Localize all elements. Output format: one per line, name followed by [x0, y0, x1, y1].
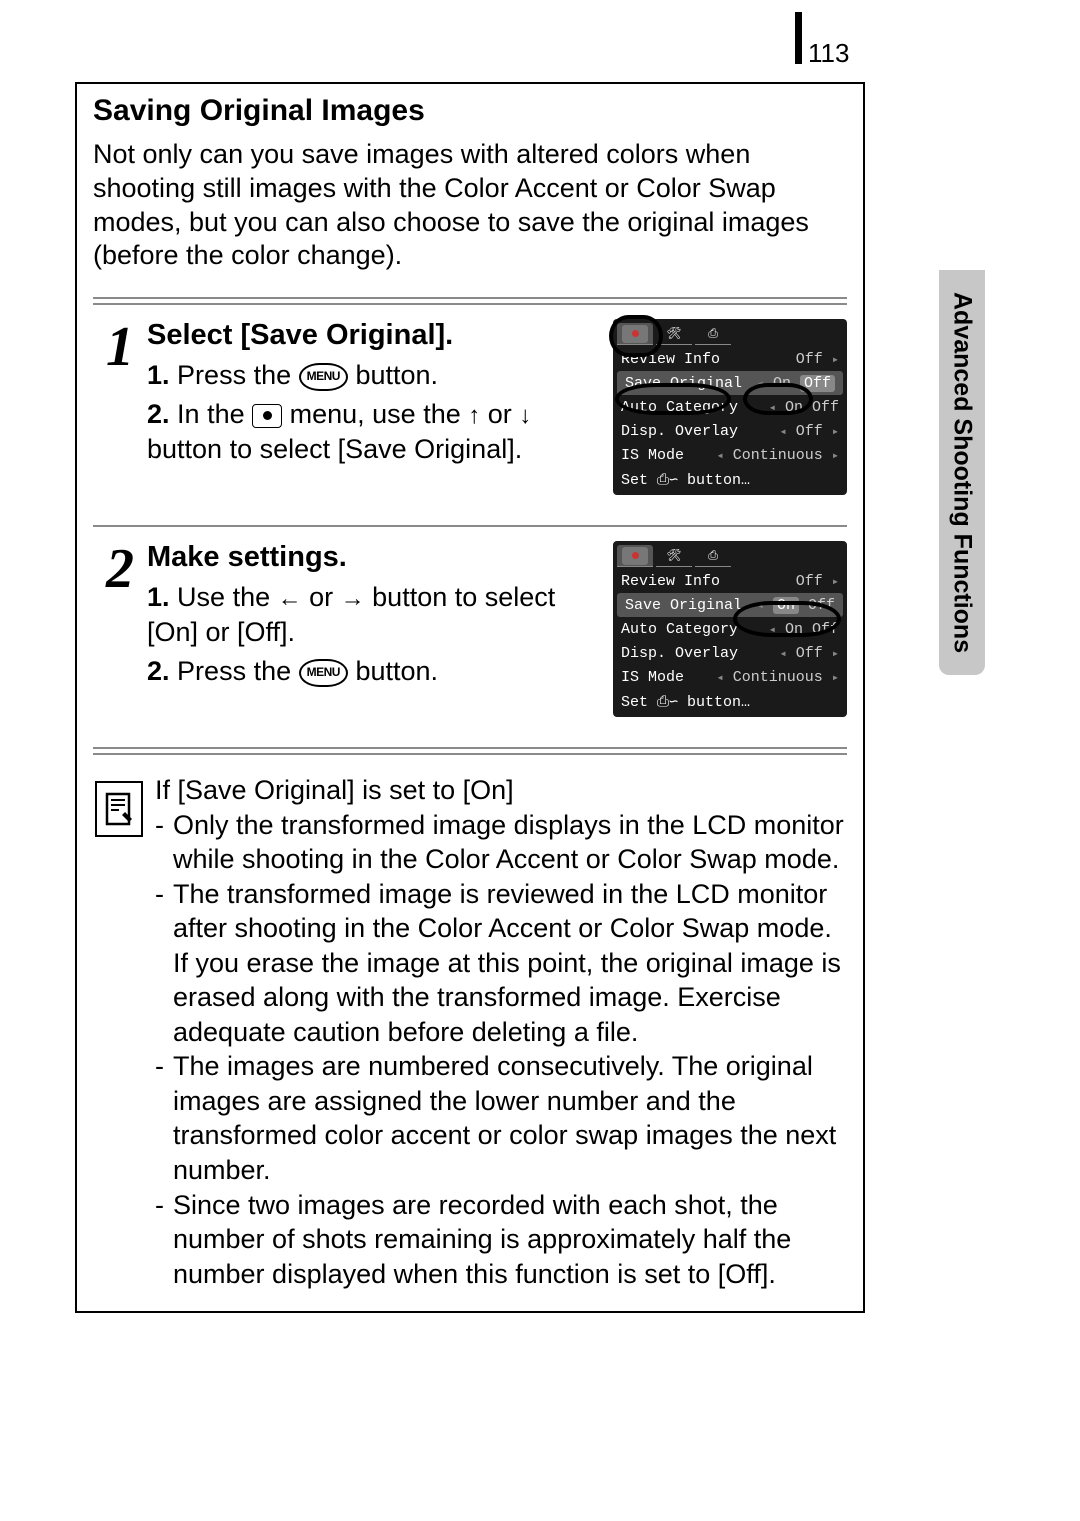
content-frame: Saving Original Images Not only can you … [75, 82, 865, 1313]
scr-row: Set ⎙∽ button… [613, 467, 847, 491]
step-1: 1 Select [Save Original]. 1. Press the M… [93, 311, 847, 519]
scr-tab-tools: 🛠 [656, 545, 692, 567]
scr-row: IS Mode◂ Continuous ▸ [613, 443, 847, 467]
section-title: Saving Original Images [93, 94, 847, 128]
note-bullet: The images are numbered consecutively. T… [173, 1049, 847, 1187]
scr-row-selected: Save Original◂ On Off [617, 371, 843, 395]
scr-row: IS Mode◂ Continuous ▸ [613, 665, 847, 689]
step-1-text: 1. Press the MENU button. 2. In the menu… [147, 358, 603, 467]
note-icon [95, 781, 143, 837]
step-2: 2 Make settings. 1. Use the ← or → butto… [93, 533, 847, 741]
intro-text: Not only can you save images with altere… [93, 138, 847, 273]
note-bullet: The transformed image is reviewed in the… [173, 877, 847, 1050]
menu-button-icon: MENU [299, 659, 348, 687]
up-arrow-icon: ↑ [468, 400, 480, 431]
scr-row: Auto Category◂ On Off [613, 617, 847, 641]
menu-button-icon: MENU [299, 363, 348, 391]
scr-row: Review InfoOff ▸ [613, 569, 847, 593]
step-2-title: Make settings. [147, 541, 603, 574]
camera-menu-icon [252, 404, 282, 428]
scr-row: Disp. Overlay◂ Off ▸ [613, 419, 847, 443]
camera-screenshot-2: 🛠 ⎙ Review InfoOff ▸ Save Original◂ On O… [613, 541, 847, 717]
step-number: 1 [93, 325, 147, 370]
scr-row: Review InfoOff ▸ [613, 347, 847, 371]
scr-tab-print: ⎙ [695, 545, 731, 567]
scr-row: Auto Category◂ On Off [613, 395, 847, 419]
note-text: If [Save Original] is set to [On] - Only… [155, 773, 847, 1291]
camera-screenshot-1: 🛠 ⎙ Review InfoOff ▸ Save Original◂ On O… [613, 319, 847, 495]
scr-tab-camera [617, 323, 653, 345]
right-arrow-icon: → [341, 583, 365, 614]
scr-tabs: 🛠 ⎙ [613, 541, 847, 569]
divider [93, 747, 847, 755]
scr-tab-camera [617, 545, 653, 567]
step-1-title: Select [Save Original]. [147, 319, 603, 352]
step-number: 2 [93, 547, 147, 592]
divider [93, 525, 847, 527]
note-bullet: Since two images are recorded with each … [173, 1188, 847, 1292]
note-head: If [Save Original] is set to [On] [155, 773, 847, 808]
scr-tabs: 🛠 ⎙ [613, 319, 847, 347]
note-bullet: Only the transformed image displays in t… [173, 808, 847, 877]
scr-row: Set ⎙∽ button… [613, 689, 847, 713]
note-block: If [Save Original] is set to [On] - Only… [93, 761, 847, 1295]
scr-row-selected: Save Original◂ On Off [617, 593, 843, 617]
scr-tab-tools: 🛠 [656, 323, 692, 345]
page-number-bar [795, 12, 802, 64]
scr-tab-print: ⎙ [695, 323, 731, 345]
side-tab-label: Advanced Shooting Functions [948, 270, 977, 675]
left-arrow-icon: ← [278, 583, 302, 614]
divider [93, 297, 847, 305]
page-number: 113 [808, 38, 849, 69]
down-arrow-icon: ↓ [519, 400, 531, 431]
scr-row: Disp. Overlay◂ Off ▸ [613, 641, 847, 665]
section-side-tab: Advanced Shooting Functions [939, 270, 985, 675]
step-2-text: 1. Use the ← or → button to select [On] … [147, 580, 603, 689]
